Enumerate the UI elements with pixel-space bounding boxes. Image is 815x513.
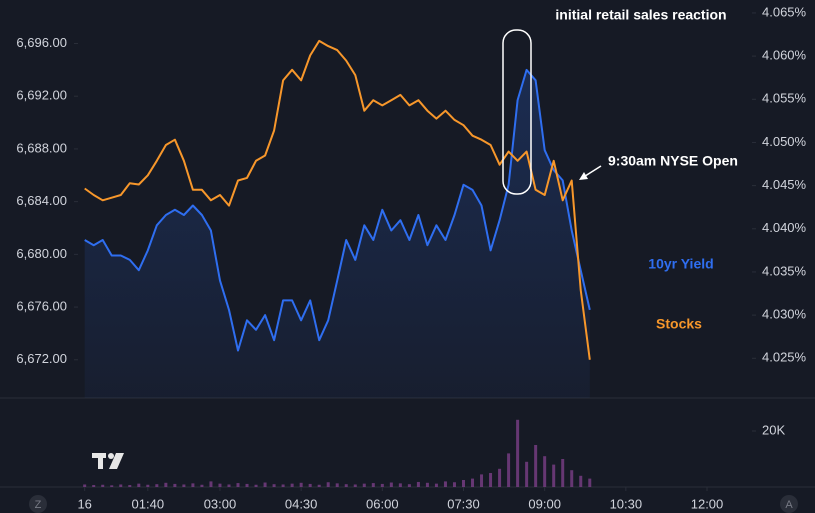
volume-bar — [272, 484, 276, 487]
volume-bar — [92, 485, 96, 487]
x-tick-label: 12:00 — [691, 496, 724, 511]
volume-bar — [525, 461, 529, 487]
volume-bar — [344, 484, 348, 487]
series-line — [84, 68, 591, 352]
y-tick-label: 6,672.00 — [16, 351, 67, 366]
volume-bar — [110, 485, 114, 487]
y2-tick-label: 4.025% — [762, 350, 807, 365]
volume-bar — [570, 470, 574, 487]
volume-bar — [146, 484, 150, 487]
volume-bar — [128, 485, 132, 487]
x-tick-label: 09:00 — [528, 496, 561, 511]
x-tick-label: 10:30 — [610, 496, 643, 511]
volume-bar — [281, 484, 285, 487]
y2-tick-label: 4.030% — [762, 307, 807, 322]
x-tick-label: 06:00 — [366, 496, 399, 511]
series-area — [84, 69, 590, 399]
legend-label: Stocks — [656, 316, 702, 332]
volume-bar — [317, 484, 321, 487]
volume-bar — [236, 483, 240, 487]
y-tick-label: 6,676.00 — [16, 299, 67, 314]
volume-bar — [137, 483, 141, 487]
volume-bar — [299, 482, 303, 487]
volume-bar — [498, 468, 502, 487]
annotation: 9:30am NYSE Open — [608, 153, 738, 169]
volume-bar — [552, 464, 556, 487]
annotation: initial retail sales reaction — [555, 7, 726, 23]
volume-bar — [588, 478, 592, 487]
y-tick-label: 6,688.00 — [16, 140, 67, 155]
volume-bar — [326, 482, 330, 487]
volume-bar — [119, 484, 123, 487]
y2-tick-label: 4.060% — [762, 48, 807, 63]
volume-bar — [83, 484, 87, 487]
scale-button[interactable] — [29, 495, 47, 513]
y2-tick-label: 4.055% — [762, 91, 807, 106]
volume-bar — [155, 484, 159, 487]
volume-bar — [461, 479, 465, 487]
annotation-arrowhead — [579, 172, 588, 180]
volume-bar — [579, 475, 583, 487]
y-tick-label: 6,680.00 — [16, 246, 67, 261]
y2-tick-label: 4.040% — [762, 220, 807, 235]
volume-bar — [362, 483, 366, 487]
volume-bar — [218, 483, 222, 487]
volume-bar — [489, 472, 493, 487]
series-line — [84, 39, 591, 360]
volume-bar — [101, 484, 105, 487]
y-tick-label: 6,692.00 — [16, 88, 67, 103]
volume-bar — [480, 474, 484, 487]
volume-bar — [425, 482, 429, 487]
volume-bar — [398, 483, 402, 487]
volume-bar — [182, 484, 186, 487]
x-tick-label: 01:40 — [132, 496, 165, 511]
volume-bar — [164, 482, 168, 487]
scale-button-label[interactable]: A — [785, 499, 793, 511]
volume-bar — [389, 482, 393, 487]
volume-bar — [200, 484, 204, 487]
volume-bar — [173, 483, 177, 487]
y2-tick-label: 4.065% — [762, 4, 807, 19]
volume-bar — [534, 444, 538, 487]
volume-bar — [452, 482, 456, 487]
volume-bar — [543, 456, 547, 487]
scale-button-label[interactable]: Z — [35, 499, 42, 511]
volume-tick-label: 20K — [762, 422, 785, 437]
x-tick-label: 04:30 — [285, 496, 318, 511]
volume-bar — [507, 453, 511, 487]
volume-bar — [471, 478, 475, 487]
volume-bar — [227, 484, 231, 487]
y2-tick-label: 4.050% — [762, 134, 807, 149]
volume-bar — [191, 483, 195, 487]
y2-tick-label: 4.045% — [762, 177, 807, 192]
tv-logo — [92, 453, 124, 469]
y-tick-label: 6,684.00 — [16, 193, 67, 208]
annotation-box — [502, 29, 532, 195]
x-tick-label: 03:00 — [204, 496, 237, 511]
volume-bar — [516, 419, 520, 487]
legend-label: 10yr Yield — [648, 256, 713, 272]
volume-bar — [335, 483, 339, 487]
volume-bar — [561, 458, 565, 487]
x-tick-label: 07:30 — [447, 496, 480, 511]
volume-bar — [443, 481, 447, 487]
volume-bar — [308, 483, 312, 487]
volume-bar — [434, 483, 438, 487]
y-tick-label: 6,696.00 — [16, 35, 67, 50]
y2-tick-label: 4.035% — [762, 263, 807, 278]
volume-bar — [254, 484, 258, 487]
volume-bar — [416, 481, 420, 487]
scale-button[interactable] — [780, 495, 798, 513]
volume-bar — [371, 483, 375, 487]
volume-bar — [380, 483, 384, 487]
volume-bar — [407, 484, 411, 487]
x-tick-label: 16 — [77, 496, 91, 511]
volume-bar — [353, 484, 357, 487]
volume-bar — [245, 483, 249, 487]
volume-bar — [209, 481, 213, 487]
volume-bar — [263, 482, 267, 487]
volume-bar — [290, 483, 294, 487]
